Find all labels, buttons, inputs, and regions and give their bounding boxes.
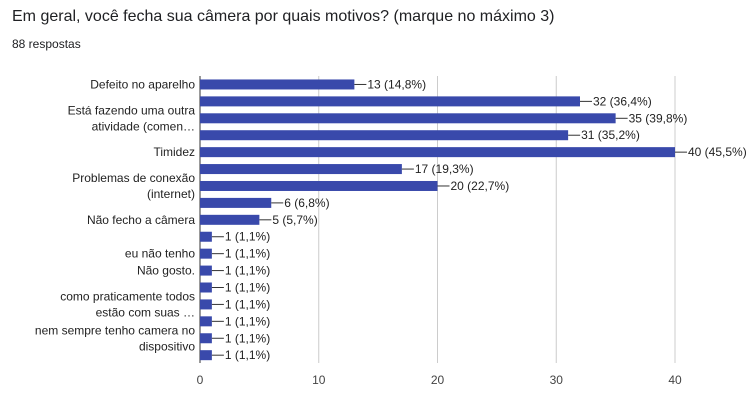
data-label: 1 (1,1%) [225,297,270,311]
data-label: 31 (35,2%) [581,128,640,142]
data-label: 1 (1,1%) [225,264,270,278]
bar [200,333,212,344]
category-label: Não fecho a câmera [87,213,195,227]
bar [200,79,355,90]
bar [200,180,438,191]
bar [200,248,212,259]
data-label: 6 (6,8%) [284,196,329,210]
data-label: 5 (5,7%) [272,213,317,227]
bar [200,164,402,175]
bar [200,316,212,327]
data-label: 1 (1,1%) [225,247,270,261]
bar [200,130,569,141]
category-label: Não gosto. [137,264,195,278]
chart-title: Em geral, você fecha sua câmera por quai… [12,8,555,25]
bar [200,113,616,124]
category-label: atividade (comen… [92,119,195,133]
x-tick-label: 10 [312,373,326,387]
data-label: 13 (14,8%) [367,77,426,91]
category-label: como praticamente todos [60,289,195,303]
category-label: Está fazendo uma outra [68,103,196,117]
category-label: Timidez [153,145,195,159]
bar [200,282,212,293]
category-label: (internet) [147,187,195,201]
x-tick-label: 40 [668,373,682,387]
category-label: Defeito no aparelho [90,77,195,91]
response-count: 88 respostas [12,37,81,51]
data-label: 20 (22,7%) [451,179,510,193]
data-label: 32 (36,4%) [593,94,652,108]
bar [200,197,272,208]
data-label: 35 (39,8%) [629,111,688,125]
x-tick-label: 30 [550,373,564,387]
x-tick-label: 0 [197,373,204,387]
bar [200,96,580,107]
category-label: estão com suas … [96,305,195,319]
category-label: eu não tenho [125,247,195,261]
bar [200,214,260,225]
category-label: dispositivo [139,339,195,353]
data-label: 1 (1,1%) [225,314,270,328]
bar [200,350,212,361]
data-label: 1 (1,1%) [225,230,270,244]
data-label: 1 (1,1%) [225,348,270,362]
bar [200,265,212,276]
x-tick-label: 20 [431,373,445,387]
data-label: 1 (1,1%) [225,281,270,295]
bar [200,231,212,242]
bar [200,299,212,310]
data-label: 17 (19,3%) [415,162,474,176]
data-label: 40 (45,5%) [688,145,747,159]
category-label: nem sempre tenho camera no [35,323,195,337]
category-label: Problemas de conexão [72,171,195,185]
bar [200,147,675,158]
data-label: 1 (1,1%) [225,331,270,345]
